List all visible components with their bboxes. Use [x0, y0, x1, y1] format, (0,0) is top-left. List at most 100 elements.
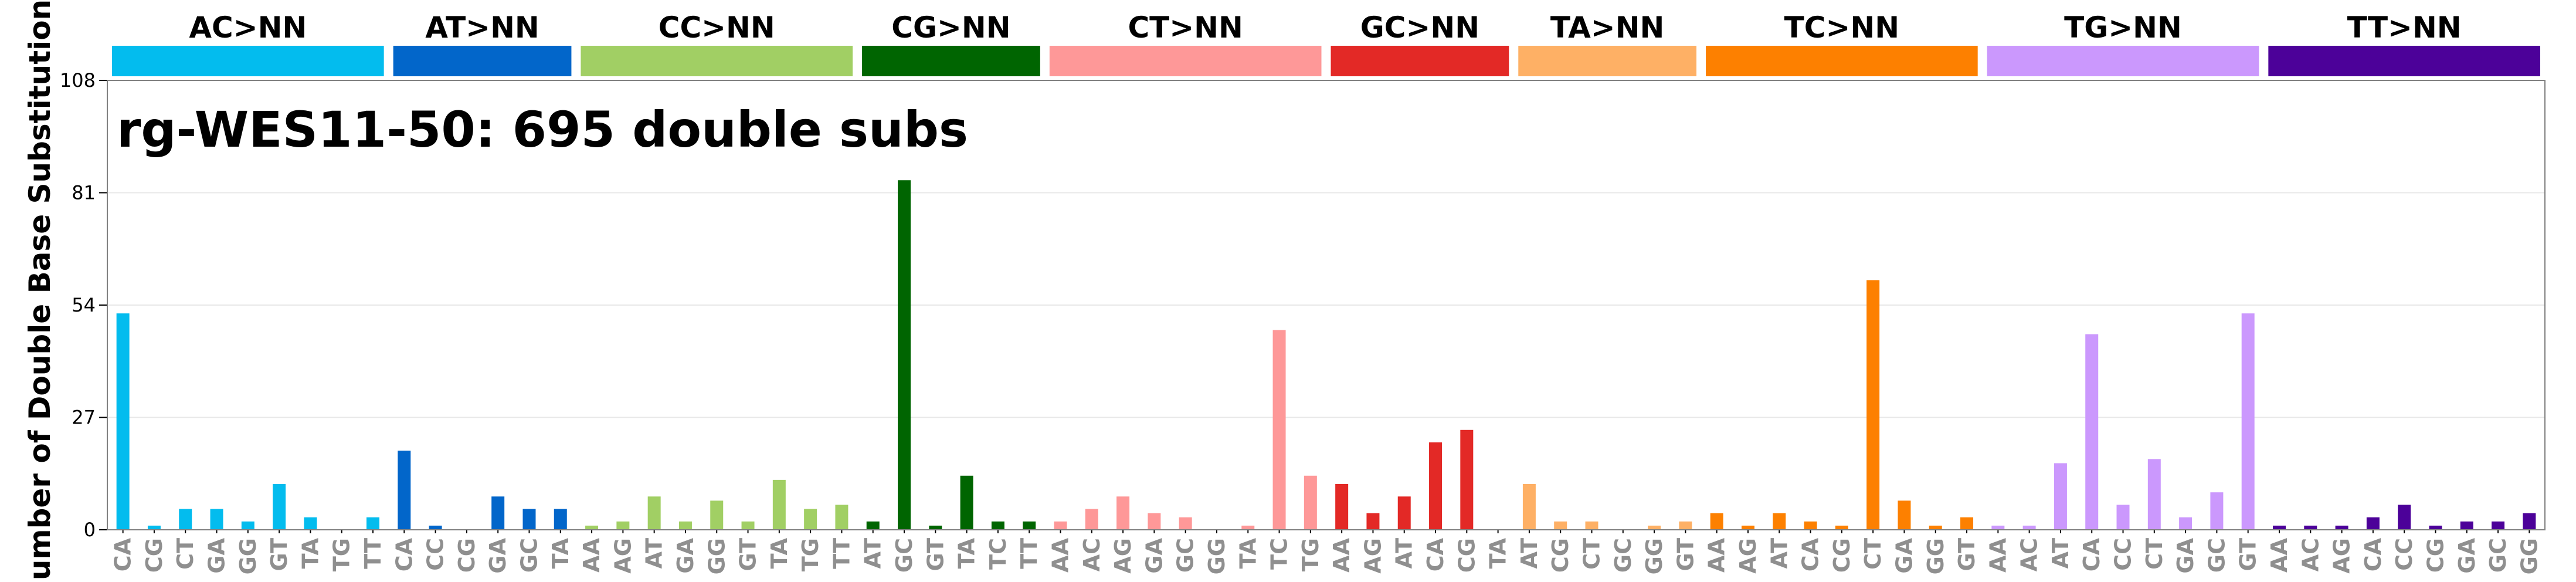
- x-tick-label: GT: [2235, 538, 2261, 571]
- bar-ta-at: [1522, 483, 1536, 530]
- bar-tc-ca: [1804, 521, 1817, 530]
- y-tick-label: 108: [60, 69, 96, 92]
- x-tick-label: GG: [704, 538, 729, 574]
- x-tick-label: CT: [1579, 538, 1605, 570]
- bar-at-ca: [398, 451, 411, 530]
- x-tick-label: CT: [1860, 538, 1886, 570]
- bar-at-ga: [491, 496, 505, 530]
- bar-cg-tc: [991, 521, 1004, 530]
- bar-at-gc: [522, 509, 536, 530]
- bar-tc-gg: [1929, 525, 1942, 530]
- group-band: [1706, 46, 1978, 76]
- x-tick-label: GA: [1891, 537, 1917, 573]
- x-tick-label: CC: [2391, 538, 2417, 571]
- x-tick-label: AT: [1516, 538, 1542, 569]
- bar-tg-ct: [2147, 459, 2161, 530]
- x-tick-label: CG: [141, 538, 167, 573]
- group-band: [1987, 46, 2259, 76]
- x-tick-label: TT: [1016, 538, 1042, 569]
- bar-cc-tt: [835, 505, 849, 530]
- group-label: CC>NN: [659, 11, 775, 45]
- group-label: TA>NN: [1550, 11, 1665, 45]
- bar-cc-gg: [710, 500, 724, 530]
- x-tick-label: CT: [172, 538, 198, 570]
- x-tick-label: TC: [1267, 538, 1292, 570]
- group-label: AT>NN: [425, 11, 539, 45]
- x-tick-label: GT: [1954, 538, 1980, 571]
- x-tick-label: CT: [2141, 538, 2167, 570]
- bar-cg-ta: [960, 475, 973, 530]
- x-tick-label: AA: [1329, 537, 1355, 572]
- x-tick-label: GC: [891, 538, 917, 573]
- bar-ct-ag: [1116, 496, 1130, 530]
- bar-tt-gc: [2492, 521, 2505, 530]
- x-tick-label: GC: [1173, 538, 1199, 573]
- bar-tg-gc: [2210, 492, 2224, 530]
- bar-ct-tc: [1272, 330, 1286, 530]
- x-tick-label: GA: [485, 537, 511, 573]
- group-label: CT>NN: [1128, 11, 1243, 45]
- bars-layer: [116, 180, 2536, 530]
- bar-cc-aa: [585, 525, 599, 530]
- x-tick-label: CG: [1454, 538, 1479, 573]
- bar-gc-ag: [1366, 513, 1380, 530]
- bar-tc-gt: [1960, 517, 1974, 530]
- x-tick-label: GG: [1641, 538, 1667, 574]
- x-tick-label: TA: [1485, 537, 1511, 569]
- group-band: [581, 46, 853, 76]
- bar-cg-gt: [929, 525, 942, 530]
- bar-tc-at: [1773, 513, 1786, 530]
- bar-tg-gt: [2241, 313, 2255, 530]
- bar-ac-gt: [273, 483, 286, 530]
- bar-tt-gg: [2523, 513, 2536, 530]
- x-tick-label: CG: [1547, 538, 1573, 573]
- x-tick-label: CC: [423, 538, 449, 571]
- x-tick-label: GT: [735, 538, 761, 571]
- x-tick-label: AA: [579, 537, 605, 572]
- bar-gc-aa: [1335, 483, 1349, 530]
- group-band: [1518, 46, 1697, 76]
- x-tick-label: AG: [1360, 538, 1386, 574]
- bar-tt-cc: [2398, 505, 2411, 530]
- bar-tg-ga: [2179, 517, 2193, 530]
- x-tick-label: AC: [2297, 538, 2323, 571]
- bar-tc-ga: [1898, 500, 1911, 530]
- x-tick-label: GC: [516, 538, 542, 573]
- x-tick-label: AG: [610, 538, 636, 574]
- x-tick-label: GA: [204, 537, 230, 573]
- bar-cc-at: [647, 496, 661, 530]
- y-axis-label: Number of Double Base Substitutions: [23, 0, 57, 582]
- x-tick-label: TG: [1298, 538, 1323, 571]
- x-tick-label: GC: [1610, 538, 1636, 573]
- x-tick-label: CC: [2110, 538, 2136, 571]
- bar-tg-cc: [2116, 505, 2130, 530]
- bar-cc-gt: [741, 521, 755, 530]
- bar-cc-ta: [772, 479, 786, 530]
- x-tick-label: AT: [2048, 538, 2073, 569]
- bar-cc-tg: [804, 509, 817, 530]
- x-tick-label: TT: [829, 538, 854, 569]
- chart-title: rg-WES11-50: 695 double subs: [117, 101, 968, 158]
- plot-frame: [107, 80, 2546, 530]
- bar-ct-ga: [1148, 513, 1161, 530]
- group-label: CG>NN: [891, 11, 1010, 45]
- bar-tg-at: [2054, 463, 2067, 530]
- x-tick-label: GT: [1672, 538, 1698, 571]
- x-tick-label: AC: [2017, 538, 2042, 571]
- y-tick-label: 81: [72, 182, 96, 204]
- x-tick-label: GG: [2516, 538, 2542, 574]
- x-tick-label: CA: [2360, 537, 2386, 571]
- bar-ac-ca: [116, 313, 130, 530]
- group-band: [1049, 46, 1322, 76]
- x-tick-label: AG: [1735, 538, 1761, 574]
- bar-tg-ac: [2022, 525, 2036, 530]
- x-tick-label: AA: [1985, 537, 2011, 572]
- bar-ta-gt: [1679, 521, 1692, 530]
- x-tick-label: GC: [2485, 538, 2511, 573]
- bar-cg-at: [866, 521, 880, 530]
- bar-gc-ca: [1429, 442, 1443, 530]
- x-tick-label: AT: [1391, 538, 1417, 569]
- bar-tt-cg: [2429, 525, 2442, 530]
- x-tick-label: GG: [1923, 538, 1949, 574]
